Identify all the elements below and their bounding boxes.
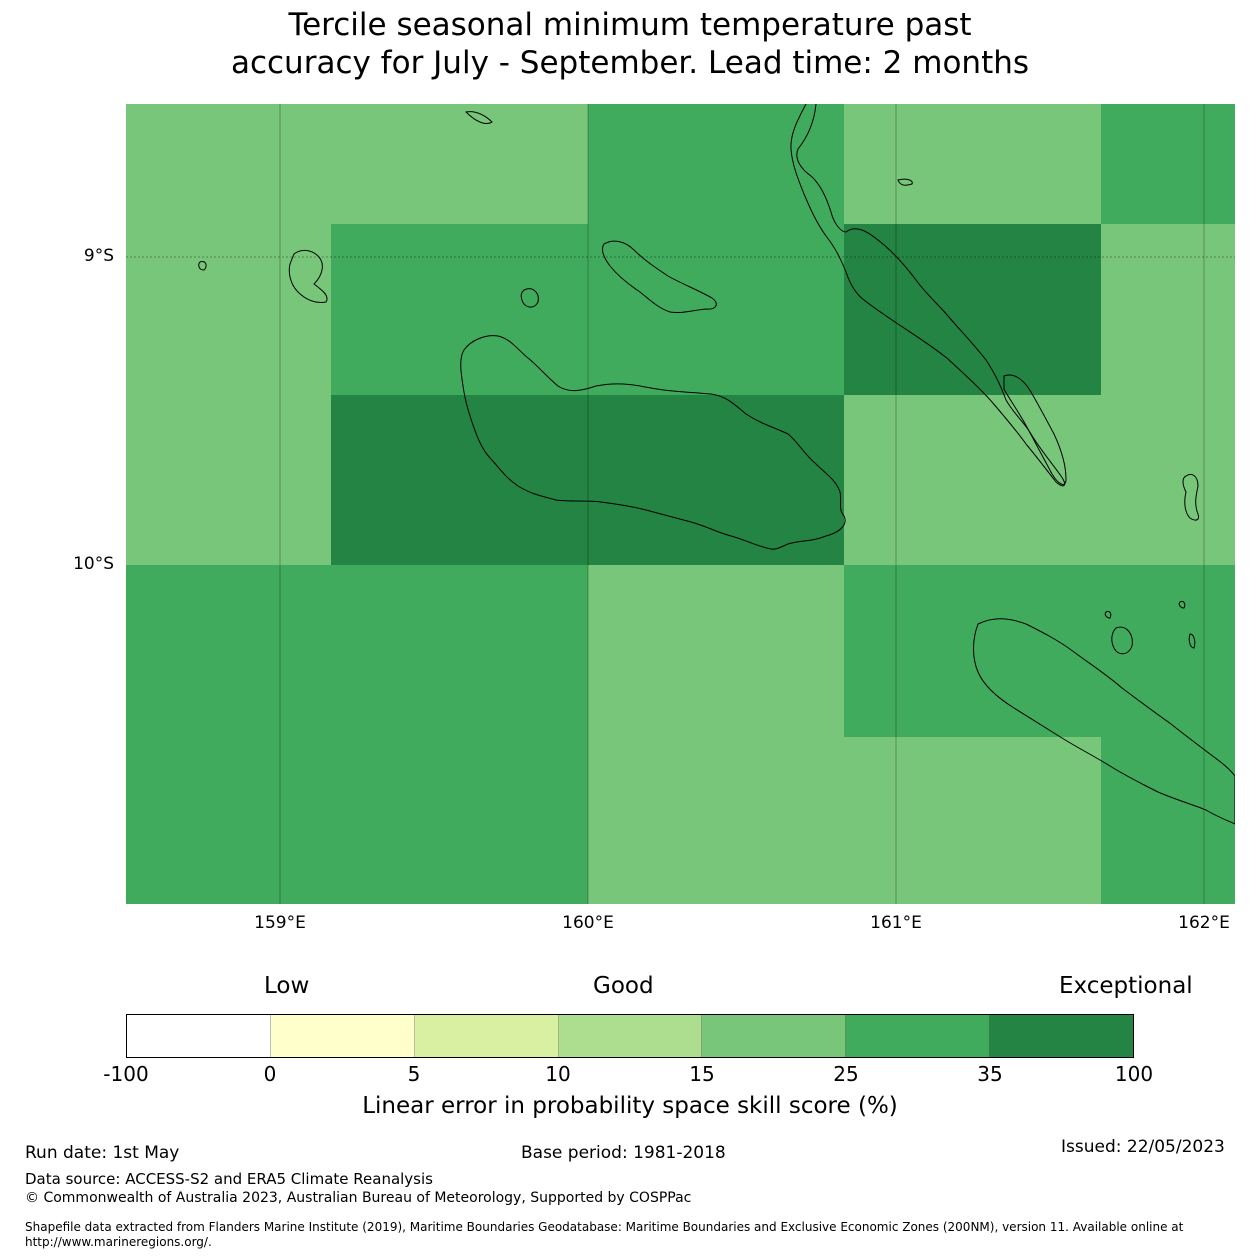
- map-svg: [126, 104, 1235, 904]
- grid-cell: [1101, 737, 1235, 904]
- islet-e: [1178, 601, 1186, 609]
- makira-island: [973, 618, 1235, 825]
- guadalcanal-island: [460, 335, 846, 550]
- colorbar-tick: 5: [407, 1062, 421, 1086]
- colorbar-segment: [558, 1015, 703, 1057]
- islet-f: [1188, 633, 1196, 649]
- data-source: Data source: ACCESS-S2 and ERA5 Climate …: [25, 1170, 433, 1188]
- title-line-2: accuracy for July - September. Lead time…: [230, 45, 1030, 81]
- colorbar-segment: [990, 1015, 1134, 1057]
- graticule: [279, 104, 1205, 904]
- ugi-island: [1111, 626, 1133, 655]
- lon-label-159e: 159°E: [254, 913, 306, 933]
- map-panel: [126, 104, 1235, 904]
- grid-cell: [126, 224, 331, 565]
- islet-b: [897, 178, 913, 186]
- grid-cell: [844, 104, 1101, 224]
- grid-cell: [126, 104, 588, 224]
- run-date: Run date: 1st May: [25, 1143, 180, 1163]
- colorbar-segment: [270, 1015, 415, 1057]
- grid-cell: [844, 565, 1235, 737]
- colorbar-tick: 15: [689, 1062, 715, 1086]
- grid-cell: [844, 395, 1101, 565]
- islet-a: [198, 261, 207, 271]
- lat-label-9s: 9°S: [83, 246, 114, 266]
- colorbar-label: Linear error in probability space skill …: [362, 1093, 898, 1119]
- colorbar-tick: 10: [545, 1062, 571, 1086]
- base-period: Base period: 1981-2018: [521, 1143, 726, 1163]
- colorbar-segment: [846, 1015, 991, 1057]
- lon-label-160e: 160°E: [562, 913, 614, 933]
- grid-cell: [844, 224, 1101, 395]
- colorbar-tick: 100: [1114, 1062, 1154, 1086]
- grid-cell: [331, 395, 844, 565]
- colorbar-category-low: Low: [264, 973, 310, 999]
- title-line-1: Tercile seasonal minimum temperature pas…: [288, 7, 972, 43]
- grid-cell: [588, 565, 844, 904]
- malaita-south: [1003, 374, 1067, 485]
- copyright: © Commonwealth of Australia 2023, Austra…: [25, 1190, 692, 1206]
- russell-islands: [288, 249, 328, 303]
- grid-cell: [1101, 104, 1235, 224]
- islet-c: [464, 111, 493, 125]
- grid-cell: [126, 565, 588, 904]
- colorbar: [126, 1014, 1134, 1058]
- lon-label-162e: 162°E: [1178, 913, 1230, 933]
- malaita-north: [790, 104, 1066, 487]
- colorbar-segment: [702, 1015, 847, 1057]
- colorbar-tick: 35: [977, 1062, 1003, 1086]
- colorbar-tick: 0: [263, 1062, 277, 1086]
- islet-d: [1104, 611, 1112, 619]
- grid-cell: [331, 224, 844, 395]
- grid-cell: [1101, 224, 1235, 565]
- colorbar-tick: -100: [103, 1062, 149, 1086]
- issued-date: Issued: 22/05/2023: [1061, 1137, 1225, 1157]
- colorbar-category-exceptional: Exceptional: [1059, 973, 1193, 999]
- small-malaita: [1182, 473, 1199, 521]
- colorbar-tick: 25: [833, 1062, 859, 1086]
- grid-cell: [588, 104, 844, 224]
- skill-grid: [126, 104, 1235, 904]
- colorbar-segment: [127, 1015, 271, 1057]
- lat-label-10s: 10°S: [73, 554, 114, 574]
- map-title: Tercile seasonal minimum temperature pas…: [0, 6, 1260, 82]
- savo-island: [520, 288, 539, 308]
- colorbar-category-good: Good: [593, 973, 654, 999]
- grid-cell: [844, 737, 1101, 904]
- florida-islands: [601, 240, 717, 314]
- shapefile-credit: Shapefile data extracted from Flanders M…: [25, 1220, 1184, 1249]
- lon-label-161e: 161°E: [870, 913, 922, 933]
- colorbar-segment: [414, 1015, 559, 1057]
- coastlines: [198, 104, 1235, 825]
